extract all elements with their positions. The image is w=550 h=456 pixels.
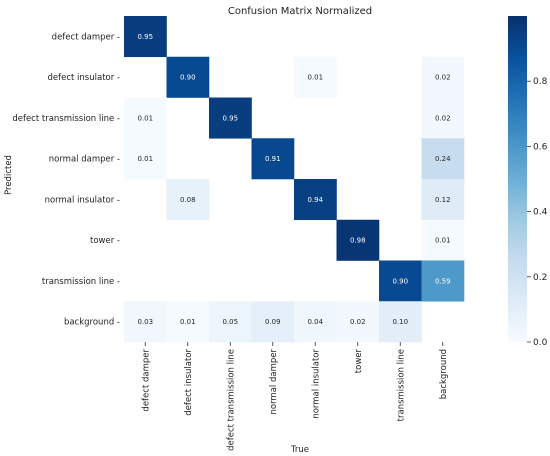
heatmap-cell bbox=[336, 301, 380, 343]
cell-value-label: 0.03 bbox=[137, 318, 153, 326]
colorbar-tick-label: 0.6 bbox=[533, 142, 548, 152]
chart-title: Confusion Matrix Normalized bbox=[228, 6, 372, 17]
column-label: background bbox=[439, 349, 449, 399]
heatmap-cell bbox=[294, 179, 337, 221]
row-label: defect insulator - bbox=[48, 73, 121, 83]
colorbar-tick-label: 0.8 bbox=[533, 77, 548, 87]
cell-value-label: 0.02 bbox=[435, 114, 451, 122]
heatmap-cell bbox=[421, 138, 465, 180]
y-axis-title: Predicted bbox=[4, 155, 14, 195]
row-labels: defect damper - defect insulator - defect … bbox=[12, 32, 120, 327]
cell-value-label: 0.12 bbox=[435, 196, 451, 204]
column-label: normal damper bbox=[269, 349, 279, 415]
cell-value-label: 0.04 bbox=[307, 318, 323, 326]
cell-value-label: 0.10 bbox=[392, 318, 408, 326]
heatmap-cell bbox=[209, 301, 252, 343]
colorbar-tick-label: 0.0 bbox=[533, 338, 548, 348]
column-label: tower bbox=[354, 349, 364, 374]
cell-value-label: 0.94 bbox=[307, 196, 323, 204]
heatmap-cell bbox=[251, 301, 295, 343]
row-label: defect transmission line - bbox=[12, 114, 120, 124]
cell-value-label: 0.01 bbox=[180, 318, 196, 326]
heatmap-cell bbox=[209, 97, 252, 139]
row-label: defect damper - bbox=[52, 32, 120, 42]
heatmap-cell bbox=[294, 301, 337, 343]
heatmap-cell bbox=[336, 219, 380, 261]
heatmap-cell bbox=[379, 301, 422, 343]
heatmap-cell bbox=[421, 219, 465, 261]
row-label: background - bbox=[64, 318, 120, 328]
cell-value-label: 0.24 bbox=[435, 155, 451, 163]
heatmap-cell bbox=[124, 16, 167, 58]
cell-value-label: 0.91 bbox=[265, 155, 281, 163]
heatmap-cell bbox=[421, 97, 465, 139]
column-label: normal insulator bbox=[311, 349, 321, 419]
cell-value-label: 0.02 bbox=[350, 318, 366, 326]
heatmap-cell bbox=[379, 260, 422, 302]
colorbar-tick-label: 0.4 bbox=[533, 208, 548, 218]
heatmap-cell bbox=[294, 56, 337, 98]
heatmap-cell bbox=[421, 56, 465, 98]
cell-value-label: 0.90 bbox=[180, 74, 196, 82]
cell-value-label: 0.02 bbox=[435, 74, 451, 82]
cell-value-label: 0.01 bbox=[137, 155, 153, 163]
cell-value-label: 0.90 bbox=[392, 277, 408, 285]
row-label: normal insulator - bbox=[45, 195, 120, 205]
cell-value-label: 0.05 bbox=[222, 318, 238, 326]
column-label: defect damper bbox=[141, 348, 151, 411]
row-label: normal damper - bbox=[49, 155, 120, 165]
colorbar bbox=[508, 16, 527, 342]
heatmap-cell bbox=[421, 179, 465, 221]
cell-value-label: 0.01 bbox=[435, 237, 451, 245]
heatmap-cell bbox=[124, 97, 167, 139]
heatmap-cell bbox=[166, 56, 210, 98]
cell-value-label: 0.08 bbox=[180, 196, 196, 204]
column-label: defect insulator bbox=[184, 348, 194, 415]
heatmap-cells: 0.95 0.90 0.01 0.02 0.01 0.95 0.02 0.01 0.91 0.24… bbox=[124, 16, 465, 343]
heatmap-cell bbox=[166, 179, 210, 221]
column-label: transmission line bbox=[396, 349, 406, 421]
row-label: transmission line - bbox=[42, 277, 120, 287]
colorbar-ticks: 0.0 0.2 0.4 0.6 0.8 bbox=[527, 77, 548, 348]
heatmap-cell bbox=[124, 301, 167, 343]
colorbar-tick-label: 0.2 bbox=[533, 273, 547, 283]
heatmap-cell bbox=[166, 301, 210, 343]
cell-value-label: 0.95 bbox=[137, 33, 153, 41]
column-label: defect transmission line bbox=[226, 349, 236, 451]
x-axis-title: True bbox=[290, 445, 309, 455]
cell-value-label: 0.01 bbox=[137, 114, 153, 122]
heatmap-cell bbox=[251, 138, 295, 180]
cell-value-label: 0.95 bbox=[222, 114, 238, 122]
cell-value-label: 0.09 bbox=[265, 318, 281, 326]
heatmap-cell bbox=[124, 138, 167, 180]
heatmap-cell bbox=[421, 260, 465, 302]
cell-value-label: 0.01 bbox=[307, 74, 323, 82]
row-label: tower - bbox=[90, 236, 120, 246]
cell-value-label: 0.98 bbox=[350, 237, 366, 245]
column-labels: defect damper defect insulator defect tran… bbox=[141, 342, 449, 451]
cell-value-label: 0.59 bbox=[435, 277, 451, 285]
